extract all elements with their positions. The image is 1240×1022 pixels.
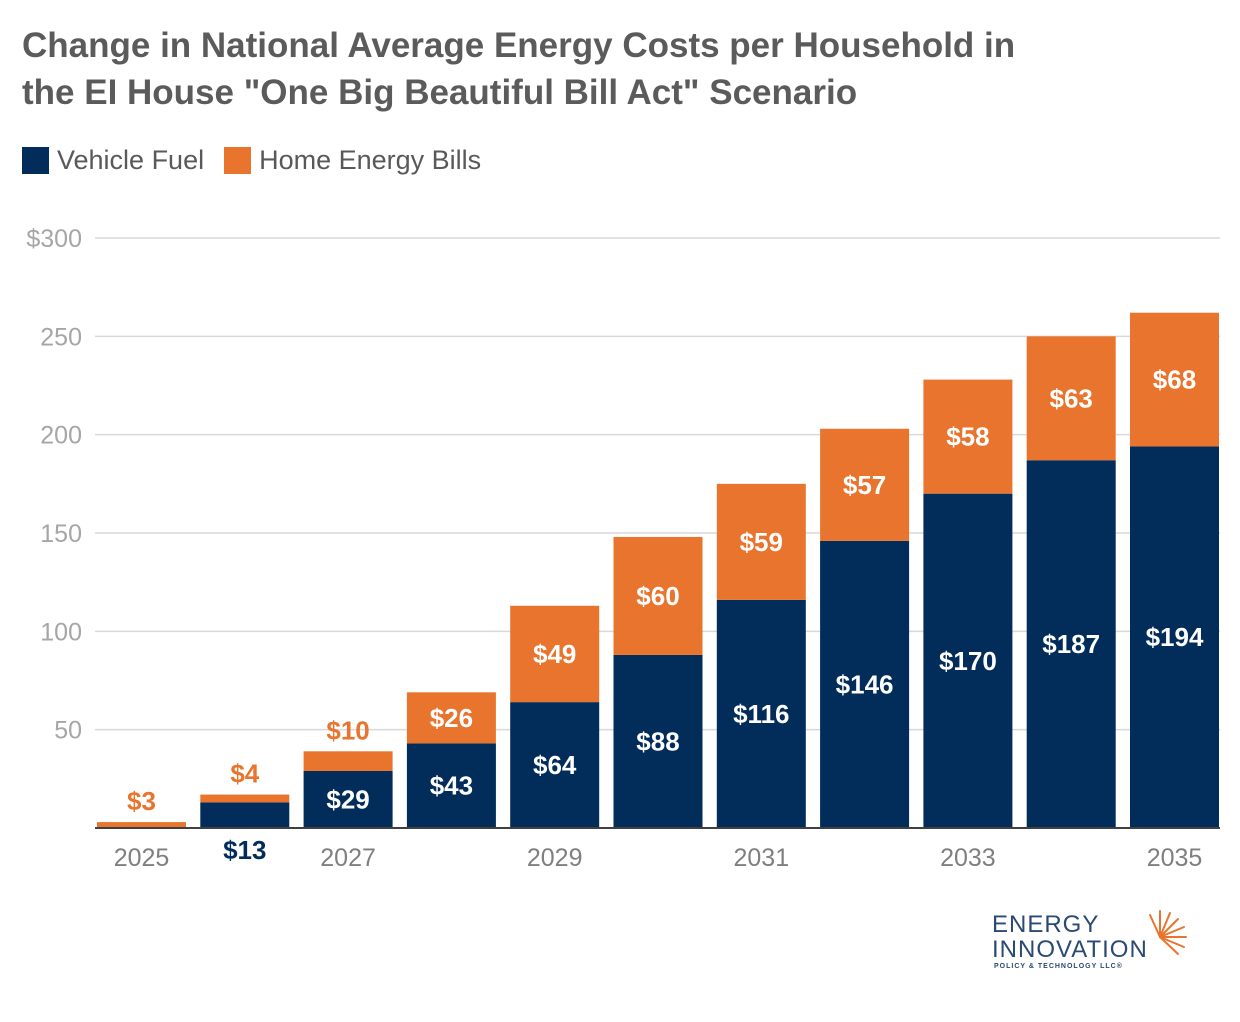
y-tick-label: 200	[40, 422, 82, 450]
data-label-home-energy-bills: $3	[127, 786, 156, 816]
y-tick-label: 250	[40, 323, 82, 351]
chart-title: Change in National Average Energy Costs …	[22, 22, 1222, 116]
legend-item-home-energy-bills: Home Energy Bills	[224, 145, 481, 176]
bar-home-energy-bills	[1026, 336, 1116, 461]
bar-home-energy-bills	[820, 428, 910, 541]
bar-home-energy-bills	[303, 751, 393, 771]
logo-text-energy: ENERGY	[992, 911, 1100, 938]
logo-text-tagline: POLICY & TECHNOLOGY LLC®	[994, 963, 1123, 970]
bar-home-energy-bills	[1130, 312, 1219, 447]
data-label-home-energy-bills: $68	[1153, 365, 1196, 395]
data-label-vehicle-fuel: $146	[836, 669, 894, 699]
data-label-vehicle-fuel: $170	[939, 646, 997, 676]
bar-home-energy-bills	[613, 536, 703, 655]
data-label-vehicle-fuel: $116	[733, 699, 789, 729]
data-label-home-energy-bills: $26	[430, 703, 473, 733]
data-label-home-energy-bills: $60	[636, 581, 679, 611]
y-tick-label: 150	[40, 520, 82, 548]
x-tick-label: 2031	[733, 844, 789, 872]
logo-text-innovation: INNOVATION	[992, 936, 1148, 963]
y-tick-label: $300	[26, 225, 82, 253]
data-label-home-energy-bills: $58	[946, 422, 989, 452]
data-label-vehicle-fuel: $194	[1146, 622, 1204, 652]
legend: Vehicle Fuel Home Energy Bills	[22, 145, 501, 176]
data-label-home-energy-bills: $10	[326, 715, 369, 745]
legend-swatch-home-energy-bills	[224, 147, 252, 174]
legend-item-vehicle-fuel: Vehicle Fuel	[22, 145, 204, 176]
bar-home-energy-bills	[200, 794, 290, 803]
data-label-vehicle-fuel: $13	[223, 835, 266, 865]
bar-vehicle-fuel	[613, 654, 703, 828]
data-label-home-energy-bills: $57	[843, 470, 886, 500]
bar-vehicle-fuel	[406, 743, 496, 828]
legend-label-vehicle-fuel: Vehicle Fuel	[57, 145, 205, 175]
x-tick-label: 2027	[320, 844, 376, 872]
y-tick-label: 50	[54, 717, 82, 745]
data-label-home-energy-bills: $49	[533, 639, 576, 669]
x-tick-label: 2029	[527, 844, 583, 872]
bar-vehicle-fuel	[303, 770, 393, 828]
y-tick-label: 100	[40, 618, 82, 646]
bar-vehicle-fuel	[1026, 460, 1116, 828]
bar-vehicle-fuel	[510, 702, 600, 828]
legend-label-home-energy-bills: Home Energy Bills	[259, 145, 482, 175]
bar-home-energy-bills	[716, 483, 806, 600]
bar-vehicle-fuel	[1130, 446, 1219, 828]
data-label-home-energy-bills: $59	[740, 527, 783, 557]
bar-home-energy-bills	[406, 692, 496, 744]
legend-swatch-vehicle-fuel	[22, 147, 49, 174]
data-label-vehicle-fuel: $187	[1042, 629, 1100, 659]
bar-home-energy-bills	[510, 605, 600, 703]
x-tick-label: 2025	[114, 844, 170, 872]
bar-vehicle-fuel	[200, 802, 290, 828]
sunburst-icon	[1149, 910, 1187, 955]
data-label-vehicle-fuel: $88	[636, 726, 679, 756]
x-tick-label: 2033	[940, 844, 996, 872]
bar-home-energy-bills	[923, 379, 1013, 494]
data-label-vehicle-fuel: $29	[326, 784, 369, 814]
data-label-vehicle-fuel: $64	[533, 750, 577, 780]
data-label-vehicle-fuel: $43	[430, 771, 473, 801]
bar-home-energy-bills	[97, 822, 186, 828]
data-label-home-energy-bills: $63	[1050, 383, 1093, 413]
chart-title-line-2: the EI House "One Big Beautiful Bill Act…	[22, 73, 858, 112]
bar-vehicle-fuel	[820, 540, 910, 828]
bar-vehicle-fuel	[716, 599, 806, 828]
bar-vehicle-fuel	[923, 493, 1013, 828]
data-label-home-energy-bills: $4	[230, 759, 259, 789]
chart-title-line-1: Change in National Average Energy Costs …	[22, 26, 1016, 65]
x-tick-label: 2035	[1147, 844, 1203, 872]
energy-innovation-logo: ENERGY INNOVATION POLICY & TECHNOLOGY LL…	[990, 905, 1200, 980]
stacked-bar-chart: 50 100 150 200 250 $300 $3 2025 $4 $13 $10 $29 2027 $…	[26, 225, 1220, 872]
